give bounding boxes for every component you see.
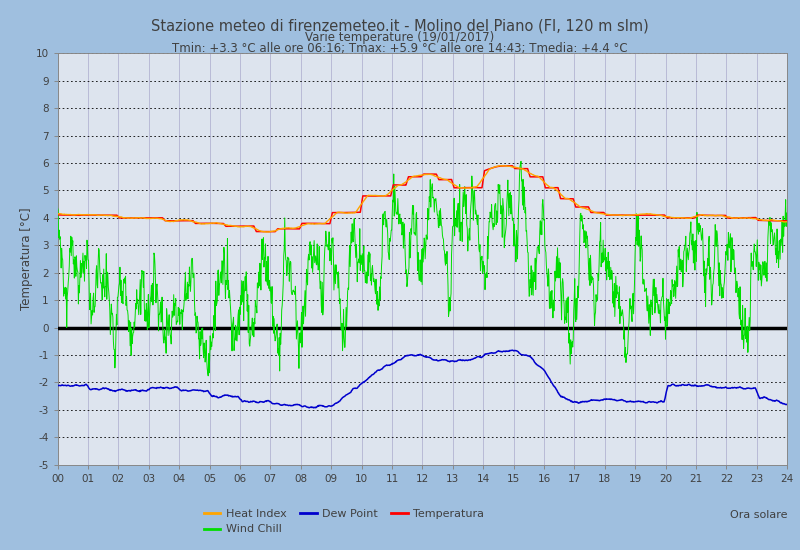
Text: Varie temperature (19/01/2017): Varie temperature (19/01/2017) bbox=[306, 31, 494, 45]
Y-axis label: Temperatura [°C]: Temperatura [°C] bbox=[20, 208, 33, 310]
Text: Ora solare: Ora solare bbox=[730, 510, 788, 520]
Text: Stazione meteo di firenzemeteo.it - Molino del Piano (FI, 120 m slm): Stazione meteo di firenzemeteo.it - Moli… bbox=[151, 18, 649, 33]
Legend: Heat Index, Wind Chill, Dew Point, Temperatura: Heat Index, Wind Chill, Dew Point, Tempe… bbox=[199, 504, 489, 539]
Text: Tmin: +3.3 °C alle ore 06:16; Tmax: +5.9 °C alle ore 14:43; Tmedia: +4.4 °C: Tmin: +3.3 °C alle ore 06:16; Tmax: +5.9… bbox=[172, 42, 628, 55]
